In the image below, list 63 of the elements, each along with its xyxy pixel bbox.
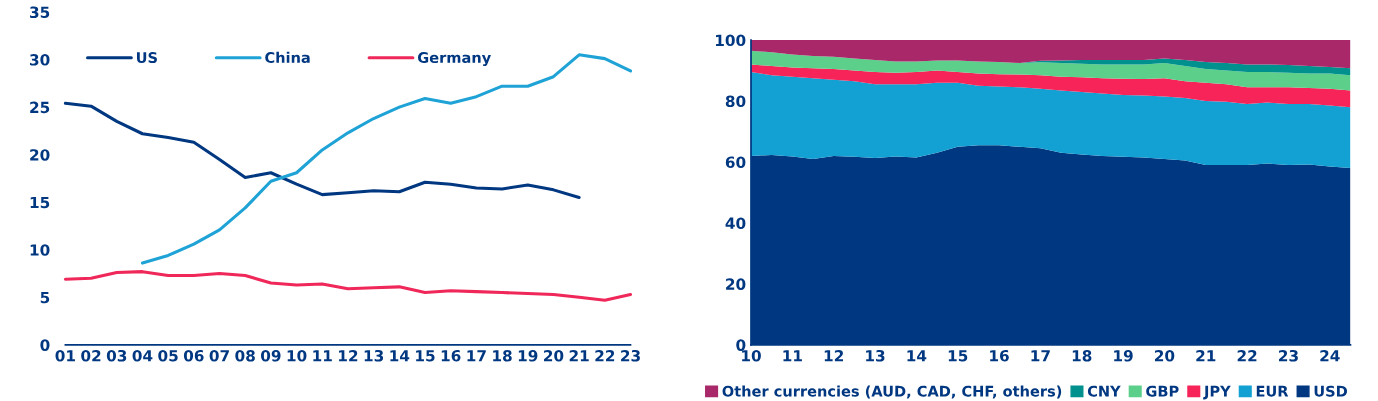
x-tick-label: 10 xyxy=(287,349,307,362)
legend-label: Other currencies (AUD, CAD, CHF, others) xyxy=(722,385,1062,399)
x-tick-label: 04 xyxy=(132,349,153,362)
x-tick-label: 13 xyxy=(866,349,885,362)
x-tick-label: 15 xyxy=(948,350,968,362)
y-tick-label: 30 xyxy=(30,54,50,66)
y-tick-label: 25 xyxy=(30,101,50,114)
x-tick-label: 18 xyxy=(493,349,512,362)
y-tick-label: 10 xyxy=(30,244,50,256)
x-tick-label: 17 xyxy=(467,350,486,362)
y-tick-label: 20 xyxy=(726,278,746,290)
y-tick-label: 80 xyxy=(725,95,746,108)
x-tick-label: 11 xyxy=(783,350,802,362)
x-tick-label: 08 xyxy=(235,349,255,362)
x-tick-label: 21 xyxy=(569,349,589,362)
x-tick-label: 05 xyxy=(158,349,178,362)
legend-label: Germany xyxy=(417,52,491,67)
line-series xyxy=(63,270,633,302)
x-tick-label: 09 xyxy=(260,349,281,362)
y-tick-label: 0 xyxy=(736,339,746,351)
y-tick-label: 15 xyxy=(30,196,50,209)
x-tick-label: 02 xyxy=(81,349,101,362)
x-tick-label: 06 xyxy=(183,349,204,362)
x-tick-label: 16 xyxy=(990,350,1009,362)
x-tick-label: 12 xyxy=(824,349,843,362)
x-tick-label: 14 xyxy=(907,350,927,362)
x-tick-label: 15 xyxy=(416,350,435,362)
y-tick-label: 60 xyxy=(725,156,746,169)
x-tick-label: 13 xyxy=(364,349,384,362)
y-tick-label: 20 xyxy=(30,149,50,161)
x-tick-label: 24 xyxy=(1320,349,1340,362)
x-tick-label: 10 xyxy=(742,349,761,362)
x-tick-label: 18 xyxy=(1072,349,1092,362)
legend-label: USD xyxy=(1314,385,1347,397)
x-tick-label: 17 xyxy=(1031,350,1050,362)
x-tick-label: 16 xyxy=(441,350,461,362)
legend-label: EUR xyxy=(1256,385,1289,397)
legend-label: China xyxy=(265,51,310,64)
y-tick-label: 100 xyxy=(715,34,746,47)
line-series xyxy=(63,101,581,199)
x-tick-label: 01 xyxy=(55,349,75,362)
legend-label: JPY xyxy=(1203,385,1231,400)
x-tick-label: 22 xyxy=(595,349,615,362)
legend-label: US xyxy=(137,52,157,64)
x-tick-label: 19 xyxy=(1114,350,1133,362)
x-tick-label: 07 xyxy=(209,349,229,362)
x-tick-label: 03 xyxy=(106,349,127,362)
x-tick-label: 14 xyxy=(390,350,410,362)
y-tick-label: 35 xyxy=(30,6,50,19)
x-tick-label: 19 xyxy=(518,350,538,362)
legend-label: GBP xyxy=(1146,385,1179,397)
x-tick-label: 23 xyxy=(621,349,640,362)
y-tick-label: 5 xyxy=(40,291,50,304)
y-tick-label: 40 xyxy=(725,217,746,229)
x-tick-label: 21 xyxy=(1196,349,1216,362)
x-tick-label: 20 xyxy=(1154,349,1175,362)
legend-label: CNY xyxy=(1087,385,1121,397)
x-tick-label: 23 xyxy=(1279,349,1298,362)
y-tick-label: 0 xyxy=(40,339,50,351)
x-tick-label: 20 xyxy=(544,349,564,362)
x-tick-label: 22 xyxy=(1237,349,1257,362)
x-tick-label: 12 xyxy=(339,349,358,362)
x-tick-label: 11 xyxy=(313,350,332,362)
